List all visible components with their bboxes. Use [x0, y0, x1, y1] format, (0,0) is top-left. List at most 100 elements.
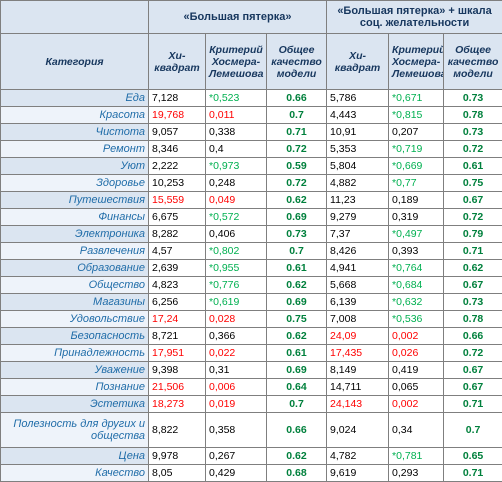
value-cell: *0,536: [389, 311, 444, 328]
value-cell: 8,149: [327, 362, 389, 379]
value-cell: *0,572: [206, 209, 267, 226]
value-cell: 0.69: [267, 294, 327, 311]
value-cell: 6,256: [149, 294, 206, 311]
value-cell: 0.69: [267, 362, 327, 379]
value-cell: 0.7: [267, 107, 327, 124]
category-cell: Образование: [1, 260, 149, 277]
value-cell: 0.64: [267, 379, 327, 396]
category-cell: Уют: [1, 158, 149, 175]
value-cell: *0,619: [206, 294, 267, 311]
value-cell: *0,632: [389, 294, 444, 311]
value-cell: 0,011: [206, 107, 267, 124]
value-cell: 0,019: [206, 396, 267, 413]
value-cell: 0.62: [267, 328, 327, 345]
value-cell: 4,782: [327, 448, 389, 465]
value-cell: 8,822: [149, 413, 206, 448]
value-cell: 0,338: [206, 124, 267, 141]
value-cell: 17,24: [149, 311, 206, 328]
value-cell: *0,781: [389, 448, 444, 465]
value-cell: 0.75: [444, 175, 502, 192]
value-cell: *0,802: [206, 243, 267, 260]
value-cell: 0.66: [267, 90, 327, 107]
category-cell: Удовольствие: [1, 311, 149, 328]
category-cell: Развлечения: [1, 243, 149, 260]
value-cell: 18,273: [149, 396, 206, 413]
value-cell: 0,006: [206, 379, 267, 396]
value-cell: 0.62: [444, 260, 502, 277]
value-cell: 0.73: [444, 124, 502, 141]
value-cell: 4,882: [327, 175, 389, 192]
value-cell: 9,024: [327, 413, 389, 448]
value-cell: 0,207: [389, 124, 444, 141]
group-header: «Большая пятерка»: [149, 1, 327, 34]
value-cell: 0.71: [444, 243, 502, 260]
value-cell: 0.79: [444, 226, 502, 243]
category-cell: Цена: [1, 448, 149, 465]
category-cell: Путешествия: [1, 192, 149, 209]
column-header: Критерий Хосмера-Лемешова: [206, 34, 267, 90]
category-cell: Безопасность: [1, 328, 149, 345]
value-cell: 0.67: [444, 379, 502, 396]
value-cell: 14,711: [327, 379, 389, 396]
value-cell: 8,346: [149, 141, 206, 158]
value-cell: 21,506: [149, 379, 206, 396]
value-cell: 0,366: [206, 328, 267, 345]
category-cell: Принадлежность: [1, 345, 149, 362]
value-cell: 4,57: [149, 243, 206, 260]
value-cell: 0,34: [389, 413, 444, 448]
value-cell: 0.73: [267, 226, 327, 243]
value-cell: 0.61: [267, 345, 327, 362]
value-cell: 0.67: [444, 192, 502, 209]
value-cell: 9,057: [149, 124, 206, 141]
value-cell: 0,293: [389, 465, 444, 482]
value-cell: 8,282: [149, 226, 206, 243]
value-cell: 0,358: [206, 413, 267, 448]
value-cell: 0.61: [444, 158, 502, 175]
category-cell: Здоровье: [1, 175, 149, 192]
value-cell: 4,941: [327, 260, 389, 277]
value-cell: 2,639: [149, 260, 206, 277]
value-cell: *0,719: [389, 141, 444, 158]
category-cell: Полезность для других и общества: [1, 413, 149, 448]
category-cell: Электроника: [1, 226, 149, 243]
value-cell: 17,951: [149, 345, 206, 362]
value-cell: 0.78: [444, 107, 502, 124]
value-cell: 19,768: [149, 107, 206, 124]
category-cell: Общество: [1, 277, 149, 294]
value-cell: 8,05: [149, 465, 206, 482]
value-cell: 0,049: [206, 192, 267, 209]
value-cell: 10,91: [327, 124, 389, 141]
value-cell: 0,319: [389, 209, 444, 226]
corner: [1, 1, 149, 34]
value-cell: 8,426: [327, 243, 389, 260]
value-cell: 5,804: [327, 158, 389, 175]
value-cell: *0,815: [389, 107, 444, 124]
value-cell: 0.62: [267, 192, 327, 209]
value-cell: 0.62: [267, 448, 327, 465]
value-cell: 4,443: [327, 107, 389, 124]
value-cell: *0,669: [389, 158, 444, 175]
value-cell: 0,406: [206, 226, 267, 243]
value-cell: 0.71: [444, 465, 502, 482]
category-cell: Познание: [1, 379, 149, 396]
value-cell: 0.72: [444, 141, 502, 158]
category-cell: Еда: [1, 90, 149, 107]
column-header: Критерий Хосмера-Лемешова: [389, 34, 444, 90]
value-cell: 2,222: [149, 158, 206, 175]
value-cell: 24,09: [327, 328, 389, 345]
value-cell: 9,619: [327, 465, 389, 482]
value-cell: 6,139: [327, 294, 389, 311]
value-cell: 24,143: [327, 396, 389, 413]
value-cell: 0.7: [267, 396, 327, 413]
value-cell: 0.75: [267, 311, 327, 328]
